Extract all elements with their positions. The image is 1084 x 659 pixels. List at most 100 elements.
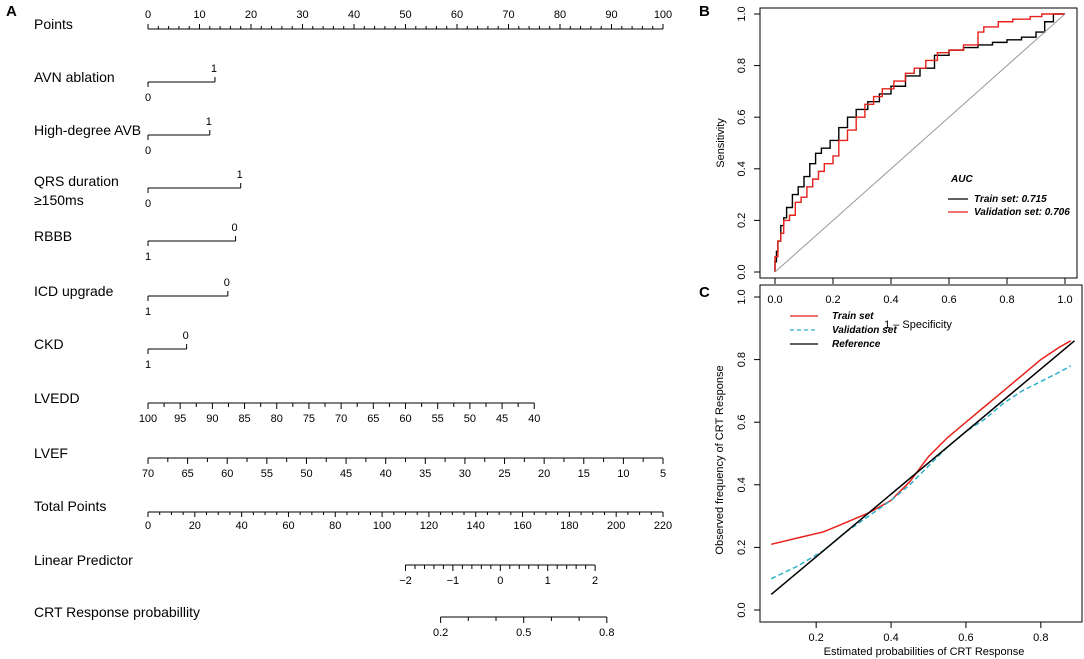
lvef-tick-label: 50 [300, 468, 312, 480]
row-label-points: Points [34, 16, 73, 32]
row-label-crt-response-probabillity: CRT Response probabillity [34, 604, 200, 620]
roc-y-tick-label: 0.6 [736, 110, 748, 125]
panel-label-c: C [699, 284, 710, 301]
avn-ablation-high-label: 1 [211, 63, 217, 75]
crt-response-probabillity-tick-label: 0.2 [433, 627, 448, 639]
total-points-tick-label: 40 [236, 520, 248, 532]
crt-response-probabillity-tick-label: 0.8 [599, 627, 614, 639]
total-points-tick-label: 100 [373, 520, 391, 532]
roc-curves [774, 13, 1066, 273]
panel-label-b: B [699, 3, 710, 20]
row-label-total-points: Total Points [34, 498, 106, 514]
lvedd-tick-label: 40 [528, 413, 540, 425]
icd-upgrade-low-label: 1 [145, 306, 151, 318]
total-points-tick-label: 140 [467, 520, 485, 532]
roc-reference-diagonal [774, 13, 1066, 273]
cal-x-tick-label: 0.6 [958, 632, 973, 644]
roc-y-tick-label: 0.0 [736, 264, 748, 279]
ckd-high-label: 0 [183, 330, 189, 342]
points-tick-label: 50 [399, 9, 411, 21]
lvedd-tick-label: 70 [335, 413, 347, 425]
cal-legend-validation-label: Validation set [832, 325, 897, 336]
total-points-tick-label: 80 [329, 520, 341, 532]
points-tick-label: 10 [193, 9, 205, 21]
lvedd-tick-label: 95 [174, 413, 186, 425]
roc-y-axis-title: Sensitivity [715, 118, 727, 168]
roc-legend-validation-label: Validation set: 0.706 [974, 207, 1070, 218]
roc-validation-curve [774, 13, 1065, 272]
lvef-tick-label: 20 [538, 468, 550, 480]
row-label-lvef: LVEF [34, 445, 68, 461]
cal-train-curve [771, 340, 1072, 546]
high-degree-avb-low-label: 0 [145, 145, 151, 157]
lvef-tick-label: 70 [142, 468, 154, 480]
lvef-tick-label: 65 [181, 468, 193, 480]
points-tick-label: 30 [296, 9, 308, 21]
row-label-rbbb: RBBB [34, 228, 72, 244]
cal-y-tick-label: 0.0 [736, 602, 748, 617]
ckd-low-label: 1 [145, 359, 151, 371]
linear-predictor-tick-label: 2 [592, 575, 598, 587]
roc-legend-train-label: Train set: 0.715 [974, 194, 1047, 205]
qrs-duration-high-label: 1 [237, 169, 243, 181]
lvef-tick-label: 45 [340, 468, 352, 480]
lvef-tick-label: 60 [221, 468, 233, 480]
roc-train-curve [774, 13, 1065, 272]
row-label-avn-ablation: AVN ablation [34, 69, 115, 85]
rbbb-high-label: 0 [231, 222, 237, 234]
cal-y-tick-label: 0.4 [736, 477, 748, 492]
lvef-tick-label: 10 [617, 468, 629, 480]
cal-y-tick-label: 1.0 [736, 289, 748, 304]
avn-ablation-low-label: 0 [145, 92, 151, 104]
lvedd-tick-label: 80 [271, 413, 283, 425]
points-tick-label: 80 [554, 9, 566, 21]
roc-y-tick-label: 0.4 [736, 161, 748, 176]
calibration-legend: Train set Validation set Reference [790, 311, 897, 350]
cal-legend-reference-label: Reference [832, 339, 881, 350]
cal-y-tick-label: 0.8 [736, 352, 748, 367]
row-label-high-degree-avb: High-degree AVB [34, 122, 141, 138]
lvedd-tick-label: 85 [238, 413, 250, 425]
lvef-tick-label: 25 [498, 468, 510, 480]
linear-predictor-tick-label: 0 [497, 575, 503, 587]
row-label-qrs-duration-line2: ≥150ms [34, 192, 84, 208]
high-degree-avb-high-label: 1 [206, 116, 212, 128]
cal-reference-line [770, 340, 1075, 595]
points-tick-label: 0 [145, 9, 151, 21]
points-tick-label: 100 [654, 9, 672, 21]
roc-x-tick-label: 1.0 [1057, 294, 1072, 306]
row-label-ckd: CKD [34, 336, 64, 352]
lvef-tick-label: 30 [459, 468, 471, 480]
total-points-tick-label: 200 [607, 520, 625, 532]
row-label-icd-upgrade: ICD upgrade [34, 283, 114, 299]
calibration-curves [770, 340, 1075, 595]
calibration-panel: Estimated probabilities of CRT Response … [714, 284, 1083, 658]
crt-response-probabillity-tick-label: 0.5 [516, 627, 531, 639]
cal-validation-curve [770, 365, 1072, 580]
cal-x-tick-label: 0.4 [883, 632, 898, 644]
calibration-x-axis-title: Estimated probabilities of CRT Response [824, 646, 1025, 658]
total-points-tick-label: 120 [420, 520, 438, 532]
cal-y-tick-label: 0.6 [736, 415, 748, 430]
lvedd-tick-label: 55 [432, 413, 444, 425]
roc-plot-frame [759, 7, 1078, 279]
total-points-tick-label: 20 [189, 520, 201, 532]
points-tick-label: 90 [605, 9, 617, 21]
lvedd-tick-label: 45 [496, 413, 508, 425]
lvef-tick-label: 40 [380, 468, 392, 480]
lvef-tick-label: 35 [419, 468, 431, 480]
lvedd-tick-label: 90 [206, 413, 218, 425]
rbbb-low-label: 1 [145, 251, 151, 263]
roc-x-tick-label: 0.0 [767, 294, 782, 306]
linear-predictor-tick-label: −1 [447, 575, 460, 587]
linear-predictor-tick-label: −2 [399, 575, 412, 587]
linear-predictor-tick-label: 1 [545, 575, 551, 587]
panel-label-a: A [6, 3, 17, 20]
lvedd-tick-label: 65 [367, 413, 379, 425]
lvedd-tick-label: 50 [464, 413, 476, 425]
qrs-duration-low-label: 0 [145, 198, 151, 210]
cal-x-tick-label: 0.8 [1033, 632, 1048, 644]
roc-x-tick-label: 0.4 [883, 294, 898, 306]
